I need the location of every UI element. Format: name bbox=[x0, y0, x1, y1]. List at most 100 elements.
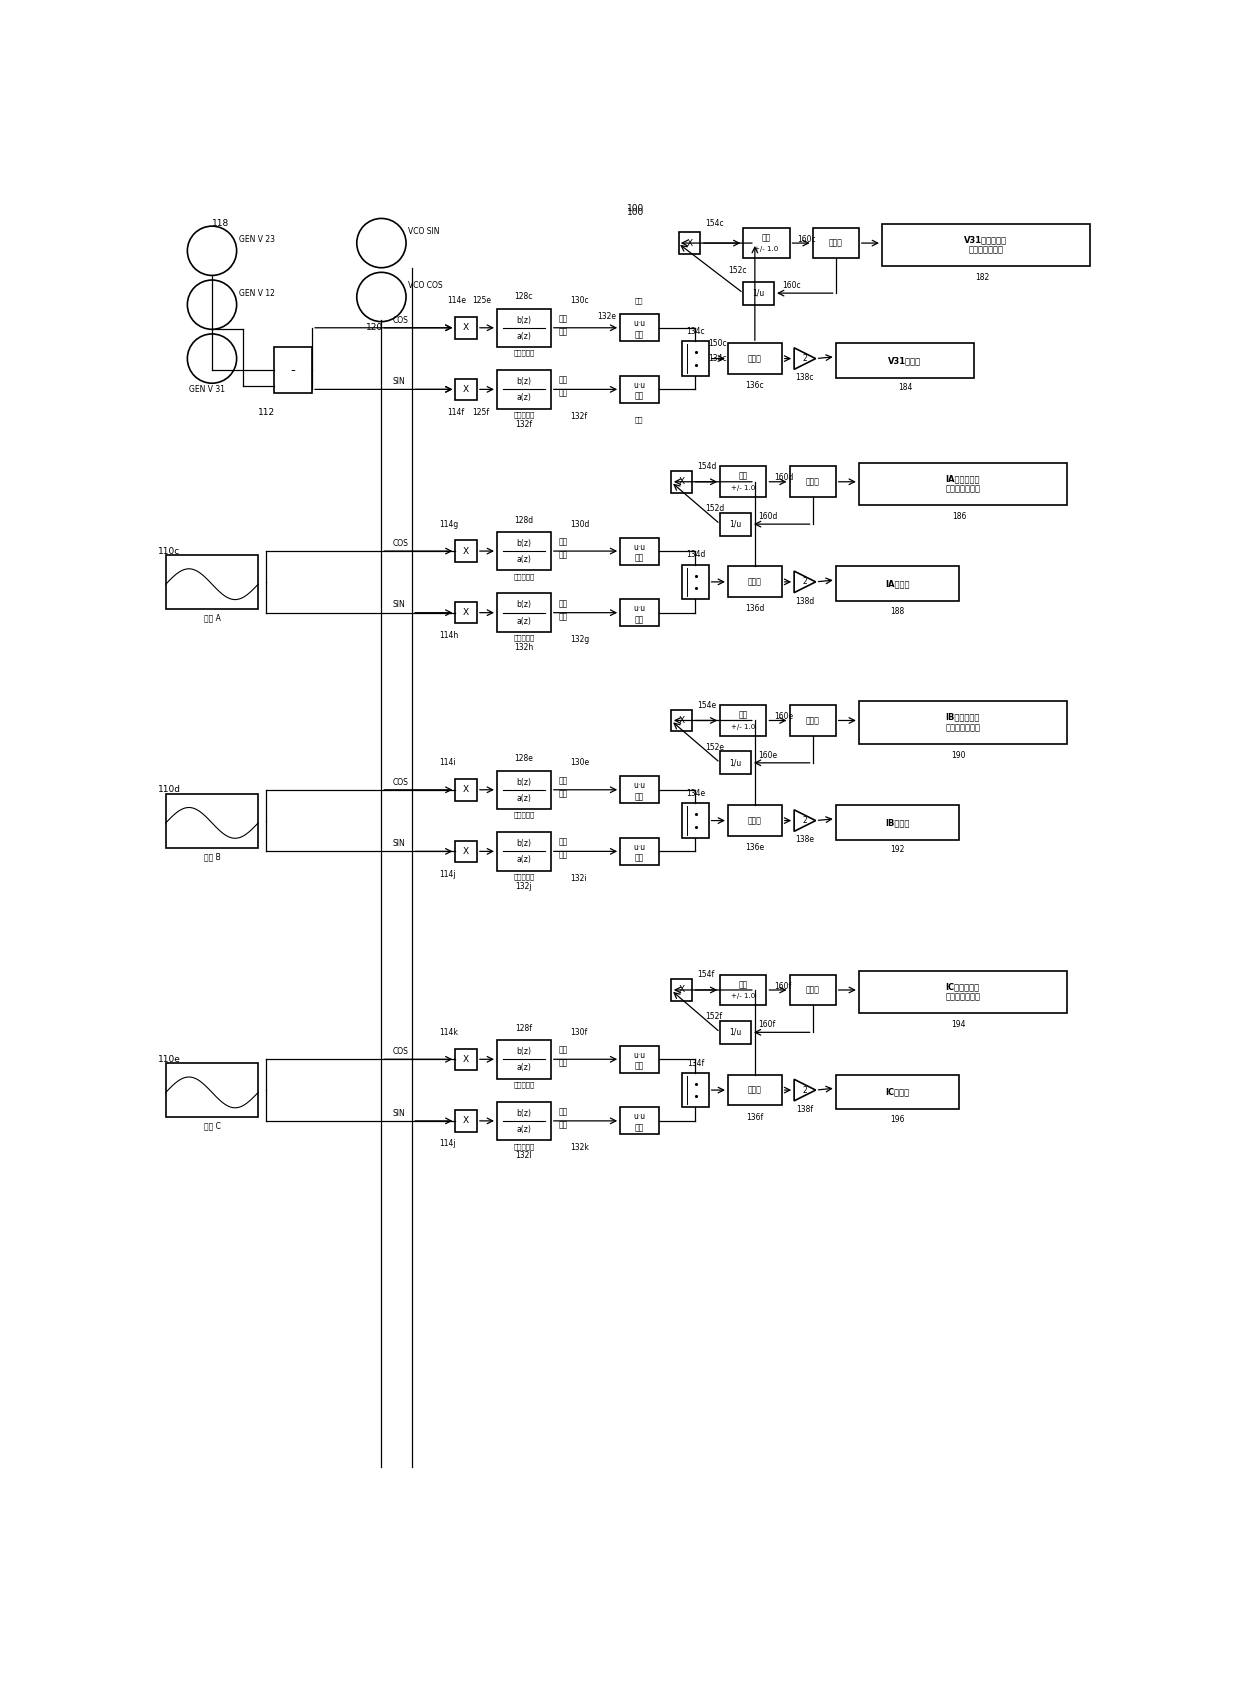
FancyBboxPatch shape bbox=[620, 1046, 658, 1073]
Text: a(z): a(z) bbox=[516, 856, 531, 865]
Text: IC相对于参考
余弦信号的相角: IC相对于参考 余弦信号的相角 bbox=[945, 981, 981, 1002]
Text: X: X bbox=[463, 1054, 469, 1064]
Text: 132e: 132e bbox=[596, 311, 616, 321]
FancyBboxPatch shape bbox=[859, 700, 1066, 743]
FancyBboxPatch shape bbox=[720, 1020, 751, 1044]
Text: X: X bbox=[463, 384, 469, 394]
Text: 128c: 128c bbox=[515, 293, 533, 301]
Text: 138e: 138e bbox=[795, 836, 815, 844]
Text: 钳位: 钳位 bbox=[739, 472, 748, 481]
FancyBboxPatch shape bbox=[620, 599, 658, 626]
Text: 152e: 152e bbox=[704, 743, 724, 751]
FancyBboxPatch shape bbox=[728, 805, 781, 836]
FancyBboxPatch shape bbox=[620, 376, 658, 403]
Text: a(z): a(z) bbox=[516, 1063, 531, 1073]
Text: 184: 184 bbox=[898, 384, 913, 393]
Text: b(z): b(z) bbox=[516, 1047, 532, 1056]
FancyBboxPatch shape bbox=[455, 602, 477, 623]
Text: +/- 1.0: +/- 1.0 bbox=[732, 724, 755, 729]
FancyBboxPatch shape bbox=[455, 841, 477, 863]
FancyBboxPatch shape bbox=[682, 804, 708, 838]
Text: a(z): a(z) bbox=[516, 393, 531, 403]
Text: 投影: 投影 bbox=[558, 389, 568, 398]
Text: 110e: 110e bbox=[157, 1054, 181, 1064]
Polygon shape bbox=[794, 572, 816, 592]
Text: a(z): a(z) bbox=[516, 1125, 531, 1134]
Text: 125e: 125e bbox=[472, 296, 491, 305]
FancyBboxPatch shape bbox=[720, 467, 766, 497]
Text: 1/u: 1/u bbox=[729, 758, 742, 768]
Text: SIN: SIN bbox=[393, 377, 405, 386]
Text: X: X bbox=[463, 323, 469, 332]
Text: +/- 1.0: +/- 1.0 bbox=[732, 993, 755, 1000]
Polygon shape bbox=[794, 1079, 816, 1101]
Text: VCO COS: VCO COS bbox=[408, 281, 443, 289]
FancyBboxPatch shape bbox=[455, 1049, 477, 1069]
Text: 平方根: 平方根 bbox=[748, 577, 761, 587]
Text: 2: 2 bbox=[802, 577, 807, 587]
Text: 138c: 138c bbox=[796, 374, 815, 382]
FancyBboxPatch shape bbox=[859, 971, 1066, 1014]
Text: 2: 2 bbox=[802, 354, 807, 364]
Text: 132h: 132h bbox=[515, 643, 533, 651]
Text: 110d: 110d bbox=[157, 785, 181, 794]
FancyBboxPatch shape bbox=[682, 1073, 708, 1107]
Text: 154f: 154f bbox=[697, 970, 714, 980]
Text: 132k: 132k bbox=[570, 1144, 589, 1152]
Text: X: X bbox=[463, 848, 469, 856]
FancyBboxPatch shape bbox=[497, 531, 551, 570]
Text: +/- 1.0: +/- 1.0 bbox=[732, 486, 755, 491]
Text: 160e: 160e bbox=[774, 712, 794, 721]
FancyBboxPatch shape bbox=[882, 223, 1090, 266]
Text: 114k: 114k bbox=[439, 1027, 458, 1037]
Text: 2: 2 bbox=[802, 1086, 807, 1095]
FancyBboxPatch shape bbox=[836, 343, 975, 377]
Text: 低通滤波器: 低通滤波器 bbox=[513, 574, 534, 580]
Text: 1/u: 1/u bbox=[753, 289, 765, 298]
Text: IB的幅度: IB的幅度 bbox=[885, 817, 909, 827]
Text: 正弦: 正弦 bbox=[558, 1107, 568, 1117]
Polygon shape bbox=[794, 349, 816, 369]
FancyBboxPatch shape bbox=[455, 778, 477, 800]
FancyBboxPatch shape bbox=[728, 343, 781, 374]
Text: X: X bbox=[678, 477, 684, 486]
Text: IB相对于参考
余弦信号的相角: IB相对于参考 余弦信号的相角 bbox=[945, 712, 981, 733]
Text: 低通滤波器: 低通滤波器 bbox=[513, 1144, 534, 1149]
Text: 132j: 132j bbox=[516, 882, 532, 890]
Text: b(z): b(z) bbox=[516, 839, 532, 848]
Text: 132l: 132l bbox=[516, 1151, 532, 1161]
Text: X: X bbox=[678, 985, 684, 995]
Text: a(z): a(z) bbox=[516, 555, 531, 563]
Text: 余弦: 余弦 bbox=[558, 315, 568, 323]
Text: u·u: u·u bbox=[634, 320, 645, 328]
Text: u·u: u·u bbox=[634, 782, 645, 790]
Text: 1/u: 1/u bbox=[729, 519, 742, 528]
Text: 电流 A: 电流 A bbox=[203, 614, 221, 623]
Text: GEN V 31: GEN V 31 bbox=[188, 384, 224, 394]
Text: 154d: 154d bbox=[697, 462, 717, 470]
FancyBboxPatch shape bbox=[790, 706, 836, 736]
Text: VCO SIN: VCO SIN bbox=[408, 227, 440, 235]
Text: b(z): b(z) bbox=[516, 377, 532, 386]
Text: X: X bbox=[463, 1117, 469, 1125]
Text: 反余弦: 反余弦 bbox=[806, 716, 820, 724]
Text: 120: 120 bbox=[366, 323, 383, 332]
Text: b(z): b(z) bbox=[516, 1108, 532, 1118]
Text: 低通滤波器: 低通滤波器 bbox=[513, 812, 534, 819]
Text: 152f: 152f bbox=[704, 1012, 722, 1022]
FancyBboxPatch shape bbox=[497, 832, 551, 871]
Text: 152c: 152c bbox=[728, 266, 746, 274]
Text: GEN V 23: GEN V 23 bbox=[239, 235, 275, 244]
Text: a(z): a(z) bbox=[516, 616, 531, 626]
Text: 钳位: 钳位 bbox=[739, 980, 748, 988]
Text: u·u: u·u bbox=[634, 381, 645, 389]
FancyBboxPatch shape bbox=[836, 805, 959, 839]
Text: 138f: 138f bbox=[796, 1105, 813, 1113]
Text: 投影: 投影 bbox=[558, 1059, 568, 1068]
Text: 110c: 110c bbox=[157, 547, 180, 555]
Text: 114i: 114i bbox=[439, 758, 456, 768]
Text: 125f: 125f bbox=[472, 408, 490, 416]
Text: 平方: 平方 bbox=[635, 1123, 644, 1132]
Text: 电流 C: 电流 C bbox=[203, 1122, 221, 1130]
Text: X: X bbox=[463, 607, 469, 618]
